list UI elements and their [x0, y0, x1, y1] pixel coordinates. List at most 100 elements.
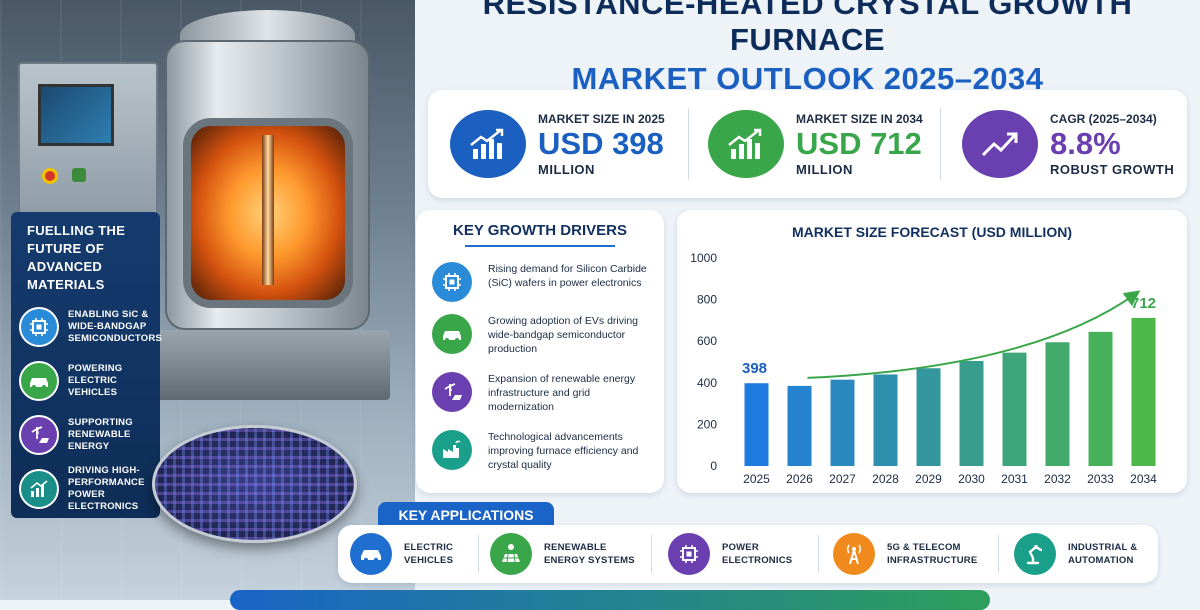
furnace-base — [150, 330, 390, 400]
x-tick-label: 2034 — [1130, 472, 1157, 486]
data-label: 398 — [742, 360, 767, 377]
divider — [940, 108, 941, 180]
bar — [873, 374, 898, 466]
divider — [998, 535, 999, 573]
chart-title: MARKET SIZE FORECAST (USD MILLION) — [792, 224, 1072, 240]
car-icon — [350, 533, 392, 575]
x-tick-label: 2029 — [915, 472, 942, 486]
wind-solar-icon — [432, 372, 472, 412]
trend-arrow — [807, 290, 1141, 379]
forecast-bar-chart: 0 200 400 600 800 1000 2025 2026 2027 2028 2029 203… — [690, 251, 1157, 486]
chip-icon — [668, 533, 710, 575]
furnace-photo — [0, 0, 415, 600]
bar-chart-up-icon — [450, 110, 526, 178]
stat-market-2034: MARKET SIZE IN 2034 USD 712 MILLION — [708, 90, 923, 198]
stat-sub: MILLION — [538, 161, 595, 177]
stat-value: USD 398 — [538, 125, 664, 161]
page-title: RESISTANCE-HEATED CRYSTAL GROWTH FURNACE — [482, 0, 1133, 57]
robot-arm-icon — [1014, 533, 1056, 575]
bar — [744, 383, 769, 466]
stats-card: MARKET SIZE IN 2025 USD 398 MILLION MARK… — [428, 90, 1187, 198]
bar — [959, 360, 984, 466]
driver-text: Rising demand for Silicon Carbide (SiC) … — [488, 263, 647, 289]
car-icon — [19, 361, 59, 401]
fuelling-item-label: SUPPORTING RENEWABLE ENERGY — [68, 417, 133, 452]
application-item: INDUSTRIAL & AUTOMATION — [1014, 530, 1148, 578]
applications-card: ELECTRIC VEHICLES RENEWABLE ENERGY SYSTE… — [338, 525, 1158, 583]
driver-item: Expansion of renewable energy infrastruc… — [432, 372, 658, 414]
bar — [787, 385, 812, 466]
stat-cagr: CAGR (2025–2034) 8.8% ROBUST GROWTH — [962, 90, 1174, 198]
stat-label: MARKET SIZE IN 2025 — [538, 111, 665, 126]
fuelling-item-label: POWERING ELECTRIC VEHICLES — [68, 363, 123, 398]
bar — [1002, 352, 1027, 466]
x-tick-label: 2032 — [1044, 472, 1071, 486]
car-icon — [432, 314, 472, 354]
antenna-icon — [833, 533, 875, 575]
stat-value: 8.8% — [1050, 125, 1121, 161]
wind-solar-icon — [19, 415, 59, 455]
y-tick-label: 600 — [697, 334, 717, 348]
y-tick-label: 1000 — [690, 251, 717, 265]
bar — [1131, 317, 1156, 466]
fuelling-title: FUELLING THE FUTURE OF ADVANCED MATERIAL… — [27, 223, 126, 292]
driver-item: Rising demand for Silicon Carbide (SiC) … — [432, 262, 658, 302]
y-tick-label: 400 — [697, 376, 717, 390]
application-label: 5G & TELECOM INFRASTRUCTURE — [887, 542, 978, 566]
bar — [1045, 342, 1070, 466]
driver-text: Growing adoption of EVs driving wide-ban… — [488, 315, 638, 355]
fuelling-item-label: ENABLING SiC & WIDE-BANDGAP SEMICONDUCTO… — [68, 309, 162, 344]
application-label: POWER ELECTRONICS — [722, 542, 793, 566]
chip-icon — [19, 307, 59, 347]
x-tick-label: 2027 — [829, 472, 856, 486]
x-tick-label: 2025 — [743, 472, 770, 486]
x-tick-label: 2030 — [958, 472, 985, 486]
fuelling-panel: FUELLING THE FUTURE OF ADVANCED MATERIAL… — [11, 212, 162, 518]
application-item: RENEWABLE ENERGY SYSTEMS — [490, 530, 644, 578]
application-label: ELECTRIC VEHICLES — [404, 542, 454, 566]
control-screen — [38, 84, 114, 146]
bar — [1088, 331, 1113, 466]
forecast-chart-card: MARKET SIZE FORECAST (USD MILLION) 0 200 4… — [677, 210, 1187, 493]
control-cabinet — [18, 62, 158, 222]
driver-item: Technological advancements improving fur… — [432, 430, 658, 472]
driver-item: Growing adoption of EVs driving wide-ban… — [432, 314, 658, 356]
applications-title: KEY APPLICATIONS — [378, 502, 554, 528]
stat-sub: MILLION — [796, 161, 853, 177]
footer-bar — [230, 590, 990, 610]
data-label: 712 — [1131, 295, 1156, 312]
drivers-underline — [465, 245, 615, 247]
stat-value: USD 712 — [796, 125, 922, 161]
application-label: RENEWABLE ENERGY SYSTEMS — [544, 542, 635, 566]
wafer-image — [152, 425, 357, 543]
driver-text: Expansion of renewable energy infrastruc… — [488, 373, 636, 413]
bar-chart-up-icon — [708, 110, 784, 178]
trend-arrow-icon — [962, 110, 1038, 178]
fuelling-item: POWERING ELECTRIC VEHICLES — [19, 360, 152, 402]
stat-label: CAGR (2025–2034) — [1050, 111, 1157, 126]
y-tick-label: 800 — [697, 293, 717, 307]
application-item: 5G & TELECOM INFRASTRUCTURE — [833, 530, 987, 578]
x-tick-label: 2031 — [1001, 472, 1028, 486]
driver-text: Technological advancements improving fur… — [488, 431, 639, 471]
y-tick-label: 200 — [697, 417, 717, 431]
divider — [818, 535, 819, 573]
application-item: ELECTRIC VEHICLES — [350, 530, 464, 578]
control-knob — [72, 168, 86, 182]
divider — [478, 535, 479, 573]
fuelling-item-label: DRIVING HIGH-PERFORMANCE POWER ELECTRONI… — [68, 465, 145, 512]
y-tick-label: 0 — [710, 459, 717, 473]
application-label: INDUSTRIAL & AUTOMATION — [1068, 542, 1138, 566]
stat-sub: ROBUST GROWTH — [1050, 161, 1175, 177]
divider — [651, 535, 652, 573]
bar — [916, 368, 941, 466]
x-tick-label: 2026 — [786, 472, 813, 486]
chip-icon — [432, 262, 472, 302]
fuelling-item: DRIVING HIGH-PERFORMANCE POWER ELECTRONI… — [19, 465, 152, 512]
stat-label: MARKET SIZE IN 2034 — [796, 111, 923, 126]
x-tick-label: 2033 — [1087, 472, 1114, 486]
solar-panel-icon — [490, 533, 532, 575]
growth-chart-icon — [19, 469, 59, 509]
factory-icon — [432, 430, 472, 470]
divider — [688, 108, 689, 180]
